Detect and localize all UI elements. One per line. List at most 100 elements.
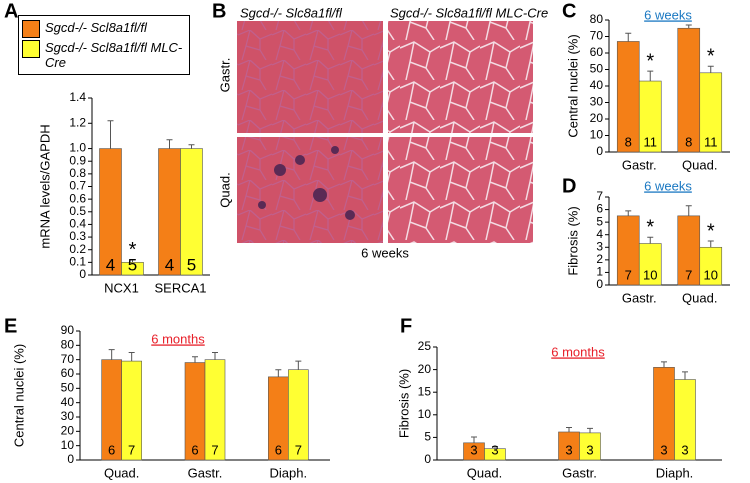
count-label: 6 bbox=[191, 442, 198, 457]
x-tick-label: Gastr. bbox=[562, 465, 597, 480]
y-tick-label: 1.2 bbox=[69, 115, 86, 129]
y-tick-label: 40 bbox=[590, 78, 604, 92]
count-label: 8 bbox=[625, 134, 632, 149]
error-bar bbox=[707, 65, 714, 73]
count-label: 5 bbox=[187, 255, 196, 274]
y-tick-label: 0 bbox=[596, 144, 603, 158]
y-tick-label: 0.1 bbox=[69, 255, 86, 269]
x-tick-label: Quad. bbox=[682, 290, 717, 305]
x-tick-label: NCX1 bbox=[104, 280, 139, 295]
count-label: 7 bbox=[211, 442, 218, 457]
significance-marker: * bbox=[646, 50, 654, 72]
y-tick-label: 0.9 bbox=[69, 153, 86, 167]
chart-title: 6 months bbox=[551, 344, 605, 359]
count-label: 10 bbox=[643, 267, 657, 282]
error-bar bbox=[647, 70, 654, 82]
y-tick-label: 80 bbox=[61, 338, 75, 352]
legend-item: Sgcd-/- Scl8a1fl/fl MLC-Cre bbox=[22, 40, 186, 70]
y-axis-label: Fibrosis (%) bbox=[396, 369, 411, 438]
error-bar bbox=[295, 360, 302, 370]
y-tick-label: 5 bbox=[424, 430, 431, 444]
y-axis-label: Central nuclei (%) bbox=[11, 344, 26, 447]
y-tick-label: 5 bbox=[596, 214, 603, 228]
x-tick-label: Quad. bbox=[104, 465, 139, 480]
count-label: 8 bbox=[685, 134, 692, 149]
chart-title: 6 weeks bbox=[644, 178, 692, 193]
count-label: 4 bbox=[165, 255, 174, 274]
count-label: 3 bbox=[660, 442, 667, 457]
error-bar bbox=[107, 120, 114, 149]
histology-nuclei bbox=[258, 146, 355, 220]
x-tick-label: Diaph. bbox=[656, 465, 694, 480]
error-bar bbox=[192, 356, 198, 363]
histology-image bbox=[388, 137, 533, 243]
y-tick-label: 80 bbox=[590, 12, 604, 26]
count-label: 3 bbox=[565, 442, 572, 457]
y-tick-label: 0 bbox=[424, 452, 431, 466]
y-tick-label: 10 bbox=[61, 438, 75, 452]
y-tick-label: 60 bbox=[590, 45, 604, 59]
column-label: Sgcd-/- Slc8a1fl/fl bbox=[240, 5, 343, 20]
y-tick-label: 1.4 bbox=[69, 90, 86, 104]
y-tick-label: 20 bbox=[418, 362, 432, 376]
x-tick-label: Gastr. bbox=[622, 290, 657, 305]
legend-swatch bbox=[22, 40, 40, 58]
y-tick-label: 0.3 bbox=[69, 229, 86, 243]
error-bar bbox=[625, 210, 632, 216]
y-tick-label: 0 bbox=[596, 277, 603, 291]
panel-label: E bbox=[4, 315, 17, 337]
count-label: 3 bbox=[491, 442, 498, 457]
significance-marker: * bbox=[707, 45, 715, 67]
error-bar bbox=[685, 24, 692, 29]
count-label: 3 bbox=[586, 442, 593, 457]
count-label: 7 bbox=[295, 442, 302, 457]
legend: Sgcd-/- Scl8a1fl/fl Sgcd-/- Scl8a1fl/fl M… bbox=[18, 15, 190, 75]
y-tick-label: 40 bbox=[61, 395, 75, 409]
y-tick-label: 0.4 bbox=[69, 217, 86, 231]
y-tick-label: 0.6 bbox=[69, 191, 86, 205]
y-tick-label: 25 bbox=[418, 339, 432, 353]
y-tick-label: 2 bbox=[596, 252, 603, 266]
error-bar bbox=[587, 427, 593, 433]
y-tick-label: 70 bbox=[61, 352, 75, 366]
count-label: 5 bbox=[128, 255, 137, 274]
count-label: 7 bbox=[685, 267, 692, 282]
y-tick-label: 10 bbox=[590, 128, 604, 142]
error-bar bbox=[108, 349, 115, 360]
x-tick-label: SERCA1 bbox=[154, 280, 206, 295]
y-tick-label: 7 bbox=[596, 189, 603, 203]
column-label: Sgcd-/- Slc8a1fl/fl MLC-Cre bbox=[390, 5, 548, 20]
y-tick-label: 0.8 bbox=[69, 166, 86, 180]
histology-image bbox=[388, 21, 533, 133]
y-tick-label: 20 bbox=[61, 424, 75, 438]
error-bar bbox=[682, 371, 688, 380]
y-tick-label: 10 bbox=[418, 407, 432, 421]
count-label: 6 bbox=[108, 442, 115, 457]
error-bar bbox=[212, 352, 218, 360]
y-tick-label: 0.7 bbox=[69, 179, 86, 193]
bar bbox=[677, 27, 701, 153]
error-bar bbox=[275, 369, 282, 377]
y-tick-label: 0.5 bbox=[69, 204, 86, 218]
error-bar bbox=[492, 445, 498, 449]
x-tick-label: Gastr. bbox=[188, 465, 223, 480]
y-axis-label: Fibrosis (%) bbox=[565, 206, 580, 275]
x-tick-label: Diaph. bbox=[270, 465, 308, 480]
x-tick-label: Quad. bbox=[682, 157, 717, 172]
count-label: 7 bbox=[625, 267, 632, 282]
count-label: 3 bbox=[681, 442, 688, 457]
error-bar bbox=[647, 236, 654, 244]
count-label: 3 bbox=[470, 442, 477, 457]
y-tick-label: 30 bbox=[61, 409, 75, 423]
error-bar bbox=[128, 352, 135, 362]
count-label: 6 bbox=[275, 442, 282, 457]
legend-label: Sgcd-/- Scl8a1fl/fl bbox=[45, 20, 147, 35]
error-bar bbox=[471, 436, 477, 443]
error-bar bbox=[166, 139, 173, 149]
panel-label: A bbox=[4, 0, 18, 22]
error-bar bbox=[188, 144, 195, 149]
error-bar bbox=[707, 240, 714, 248]
chart-title: 6 weeks bbox=[644, 7, 692, 22]
error-bar bbox=[661, 361, 667, 368]
